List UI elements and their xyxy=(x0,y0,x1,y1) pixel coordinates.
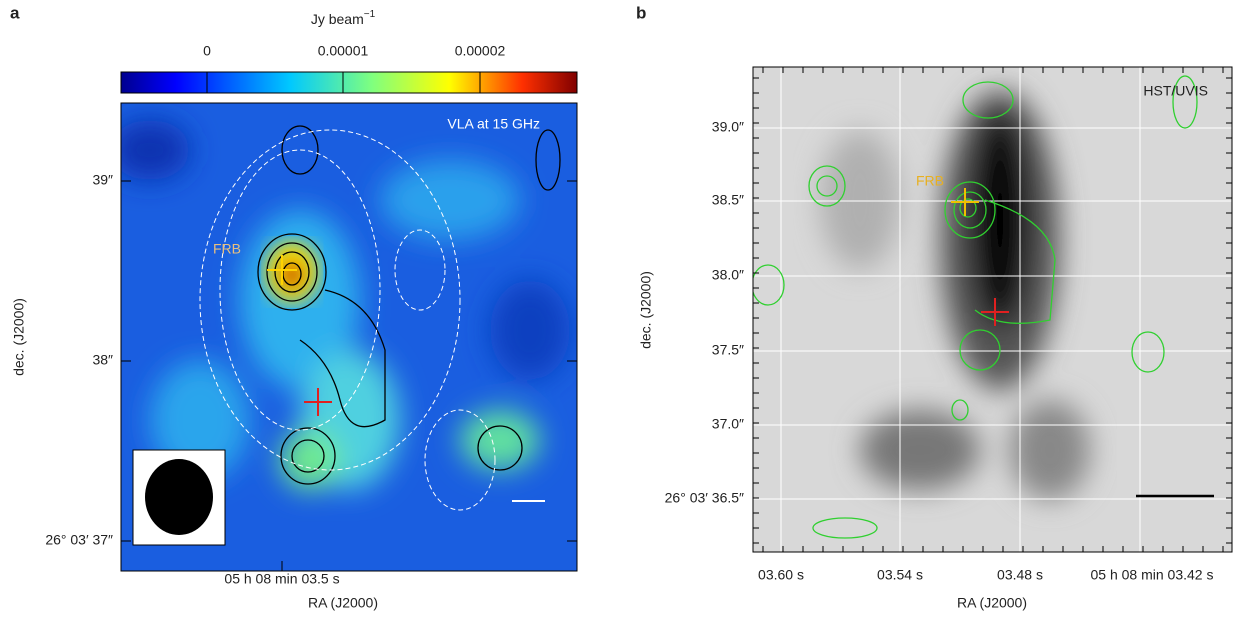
annotation: HST/UVIS xyxy=(1143,83,1208,99)
x-tick-label: 05 h 08 min 03.5 s xyxy=(224,571,339,587)
annotation: VLA at 15 GHz xyxy=(447,116,540,132)
panel-label: b xyxy=(636,3,646,22)
colorbar xyxy=(120,71,578,94)
y-tick-label: 38″ xyxy=(92,352,113,368)
y-tick-label: 26° 03′ 37″ xyxy=(45,532,113,548)
y-tick-label: 38.5″ xyxy=(712,192,744,208)
x-tick-label: 05 h 08 min 03.42 s xyxy=(1091,567,1214,583)
unit: Jy beam xyxy=(311,11,364,27)
source-label: FRB xyxy=(916,173,944,189)
x-axis-label: RA (J2000) xyxy=(957,595,1027,611)
y-tick-label: 38.0″ xyxy=(712,267,744,283)
y-tick-label: 37.0″ xyxy=(712,416,744,432)
y-tick-label: 26° 03′ 36.5″ xyxy=(665,490,744,506)
x-axis-label: RA (J2000) xyxy=(308,595,378,611)
y-axis-label: dec. (J2000) xyxy=(638,271,654,349)
optical-image xyxy=(753,67,1232,552)
panel-label: a xyxy=(10,3,20,22)
x-tick-label: 03.60 s xyxy=(758,567,804,583)
frame xyxy=(120,102,578,572)
colorbar-tick-label: 0.00001 xyxy=(318,43,369,59)
frame xyxy=(752,66,1233,553)
colorbar-title: Jy beam−1 xyxy=(311,9,376,27)
x-tick-label: 03.54 s xyxy=(877,567,923,583)
y-axis-label: dec. (J2000) xyxy=(11,298,27,376)
y-tick-label: 37.5″ xyxy=(712,342,744,358)
unit-exponent: −1 xyxy=(364,9,376,20)
colorbar-tick-label: 0.00002 xyxy=(455,43,506,59)
y-tick-label: 39.0″ xyxy=(712,119,744,135)
source-label: FRB xyxy=(213,241,241,257)
colorbar-tick-label: 0 xyxy=(203,43,211,59)
radio-image xyxy=(121,103,577,571)
y-tick-label: 39″ xyxy=(92,172,113,188)
x-tick-label: 03.48 s xyxy=(997,567,1043,583)
